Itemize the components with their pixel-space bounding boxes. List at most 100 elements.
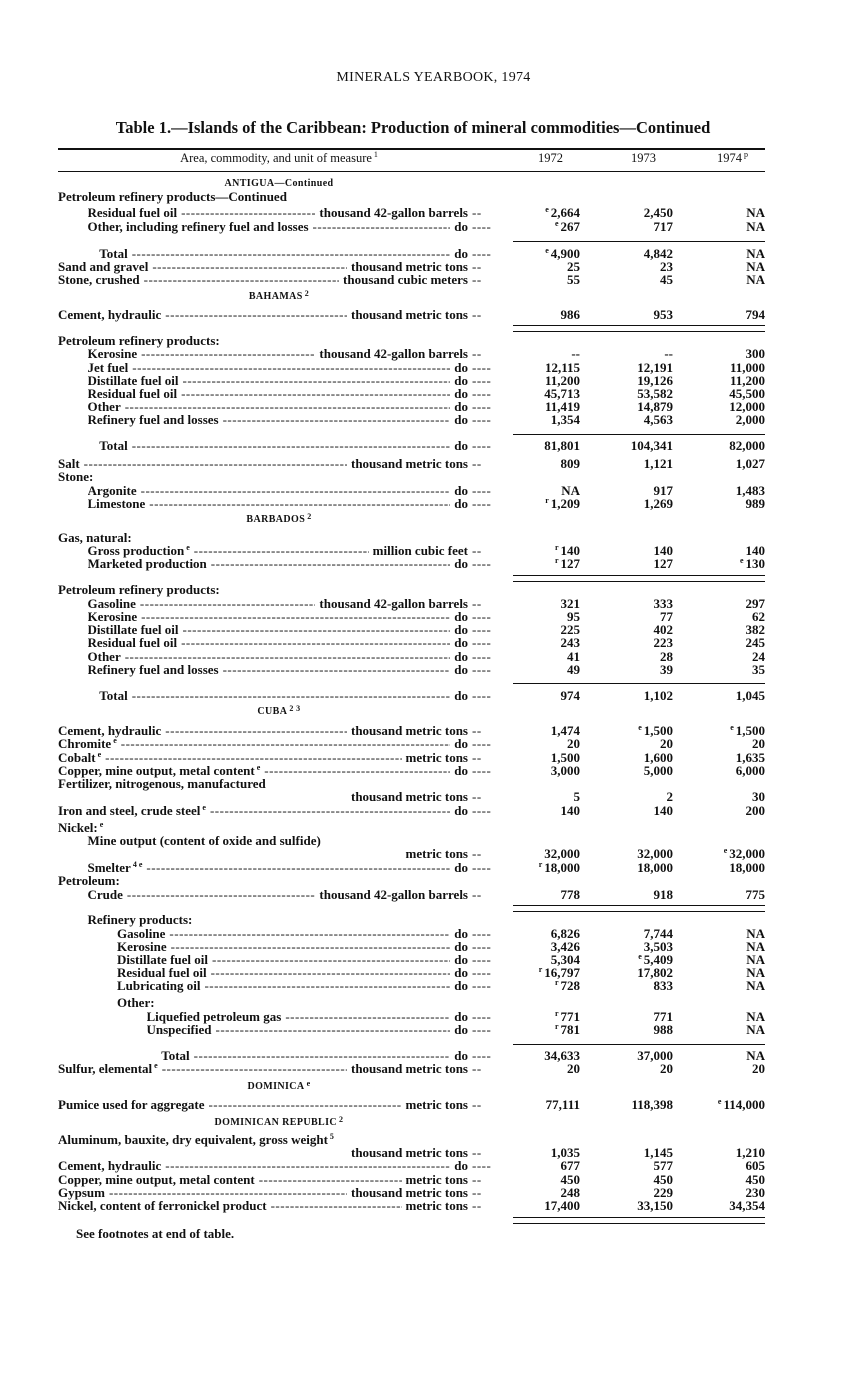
unit-of-measure: do bbox=[454, 439, 468, 453]
table-row: Kerosine do ---- 95 77 62 bbox=[58, 610, 768, 625]
leader-tail: -- bbox=[472, 457, 482, 471]
row-label: Gasoline bbox=[117, 927, 166, 941]
value-mark: r bbox=[554, 1022, 559, 1031]
row-label: Residual fuel oil bbox=[117, 966, 207, 980]
value-text: 24 bbox=[752, 649, 765, 664]
table-row: Crude thousand 42-gallon barrels -- 778 918 7… bbox=[58, 888, 768, 903]
column-header-footnote: 1 bbox=[373, 150, 378, 159]
value-1974: 1,045 bbox=[675, 689, 765, 703]
group-heading-row: Refinery products: bbox=[58, 913, 768, 927]
value-1974: 12,000 bbox=[675, 400, 765, 414]
value-text: 34,633 bbox=[544, 1048, 580, 1063]
dot-leader bbox=[125, 650, 451, 664]
row-label: Distillate fuel oil bbox=[87, 374, 179, 388]
dot-leader bbox=[216, 1023, 451, 1037]
value-1972: 5,304 bbox=[490, 953, 580, 967]
value-text: 19,126 bbox=[637, 373, 673, 388]
row-label: Other: bbox=[117, 995, 155, 1010]
value-1972: r 16,797 bbox=[490, 966, 580, 980]
dot-leader bbox=[223, 663, 451, 677]
row-label: Total bbox=[99, 247, 128, 261]
value-1973: 118,398 bbox=[583, 1098, 673, 1112]
value-text: NA bbox=[746, 1022, 765, 1037]
row-label: Distillate fuel oil bbox=[117, 953, 208, 967]
dot-leader bbox=[169, 927, 450, 941]
value-1974: NA bbox=[675, 953, 765, 967]
row-label: Other, including refinery fuel and losse… bbox=[87, 220, 309, 234]
table-row: metric tons -- 32,000 32,000 e 32,000 bbox=[58, 847, 768, 861]
section-heading-text: CUBA bbox=[257, 706, 288, 717]
group-heading-row: Petroleum refinery products: bbox=[58, 583, 768, 597]
row-label: Iron and steel, crude steel bbox=[58, 804, 201, 818]
value-text: 23 bbox=[660, 259, 673, 274]
unit-of-measure: thousand metric tons bbox=[350, 260, 468, 274]
value-text: 17,802 bbox=[637, 965, 673, 980]
dot-leader bbox=[141, 347, 315, 361]
value-text: 20 bbox=[660, 1061, 673, 1076]
dot-leader bbox=[165, 308, 347, 322]
dot-leader bbox=[140, 597, 316, 611]
section-heading: BARBADOS 2 bbox=[58, 513, 500, 527]
value-text: 30 bbox=[752, 789, 765, 804]
unit-of-measure: do bbox=[454, 953, 468, 967]
row-label: Refinery products: bbox=[87, 912, 193, 927]
row-label: Stone: bbox=[58, 469, 94, 484]
table-row: Distillate fuel oil do ---- 225 402 382 bbox=[58, 623, 768, 638]
value-text: NA bbox=[746, 952, 765, 967]
group-heading-row: Petroleum refinery products—Continued bbox=[58, 190, 768, 204]
value-text: 11,200 bbox=[729, 373, 765, 388]
value-text: 55 bbox=[567, 272, 580, 287]
leader-tail: -- bbox=[472, 751, 482, 765]
value-1974: 30 bbox=[675, 790, 765, 804]
value-1972: r 127 bbox=[490, 557, 580, 571]
value-1972: 1,035 bbox=[490, 1146, 580, 1160]
value-1972: 17,400 bbox=[490, 1199, 580, 1213]
value-text: 32,000 bbox=[544, 846, 580, 861]
leader-tail: ---- bbox=[472, 557, 492, 571]
total-rule bbox=[513, 911, 765, 912]
row-label: Sand and gravel bbox=[58, 260, 149, 274]
section-heading: BAHAMAS 2 bbox=[58, 290, 500, 304]
value-1973: 450 bbox=[583, 1173, 674, 1187]
value-1972: 778 bbox=[490, 888, 581, 902]
unit-of-measure: thousand metric tons bbox=[350, 1146, 468, 1160]
group-heading-row: Stone: bbox=[58, 470, 768, 484]
dot-leader bbox=[223, 413, 451, 427]
dot-leader bbox=[181, 636, 450, 650]
total-rule bbox=[513, 905, 765, 906]
value-1974: 245 bbox=[675, 636, 766, 650]
unit-of-measure: do bbox=[454, 650, 468, 664]
value-1972: 974 bbox=[490, 689, 581, 703]
value-1972: r 18,000 bbox=[490, 861, 580, 875]
value-text: 1,483 bbox=[735, 483, 765, 498]
row-label: Gasoline bbox=[87, 597, 136, 611]
value-1974: 20 bbox=[675, 1062, 765, 1076]
value-text: NA bbox=[746, 926, 765, 941]
value-1973: e 1,500 bbox=[583, 724, 673, 738]
row-label: Other bbox=[87, 400, 121, 414]
value-text: 18,000 bbox=[544, 860, 580, 875]
value-1972: e 267 bbox=[490, 220, 580, 234]
leader-tail: ---- bbox=[472, 1023, 492, 1037]
value-text: -- bbox=[664, 346, 673, 361]
value-1974: 794 bbox=[675, 308, 766, 322]
value-1973: 1,269 bbox=[583, 497, 673, 511]
value-text: 3,426 bbox=[550, 939, 580, 954]
unit-of-measure: do bbox=[454, 804, 468, 818]
dot-leader bbox=[84, 457, 347, 471]
unit-of-measure: do bbox=[454, 247, 468, 261]
dot-leader bbox=[181, 387, 450, 401]
leader-tail: ---- bbox=[472, 1159, 492, 1173]
column-header-label-text: Area, commodity, and unit of measure bbox=[180, 151, 372, 165]
unit-of-measure: do bbox=[454, 497, 468, 511]
value-1974: NA bbox=[675, 273, 765, 287]
value-text: 7,744 bbox=[643, 926, 673, 941]
row-label: Total bbox=[99, 439, 128, 453]
value-text: 200 bbox=[745, 803, 766, 818]
value-text: 577 bbox=[653, 1158, 674, 1173]
value-1973: 19,126 bbox=[583, 374, 673, 388]
